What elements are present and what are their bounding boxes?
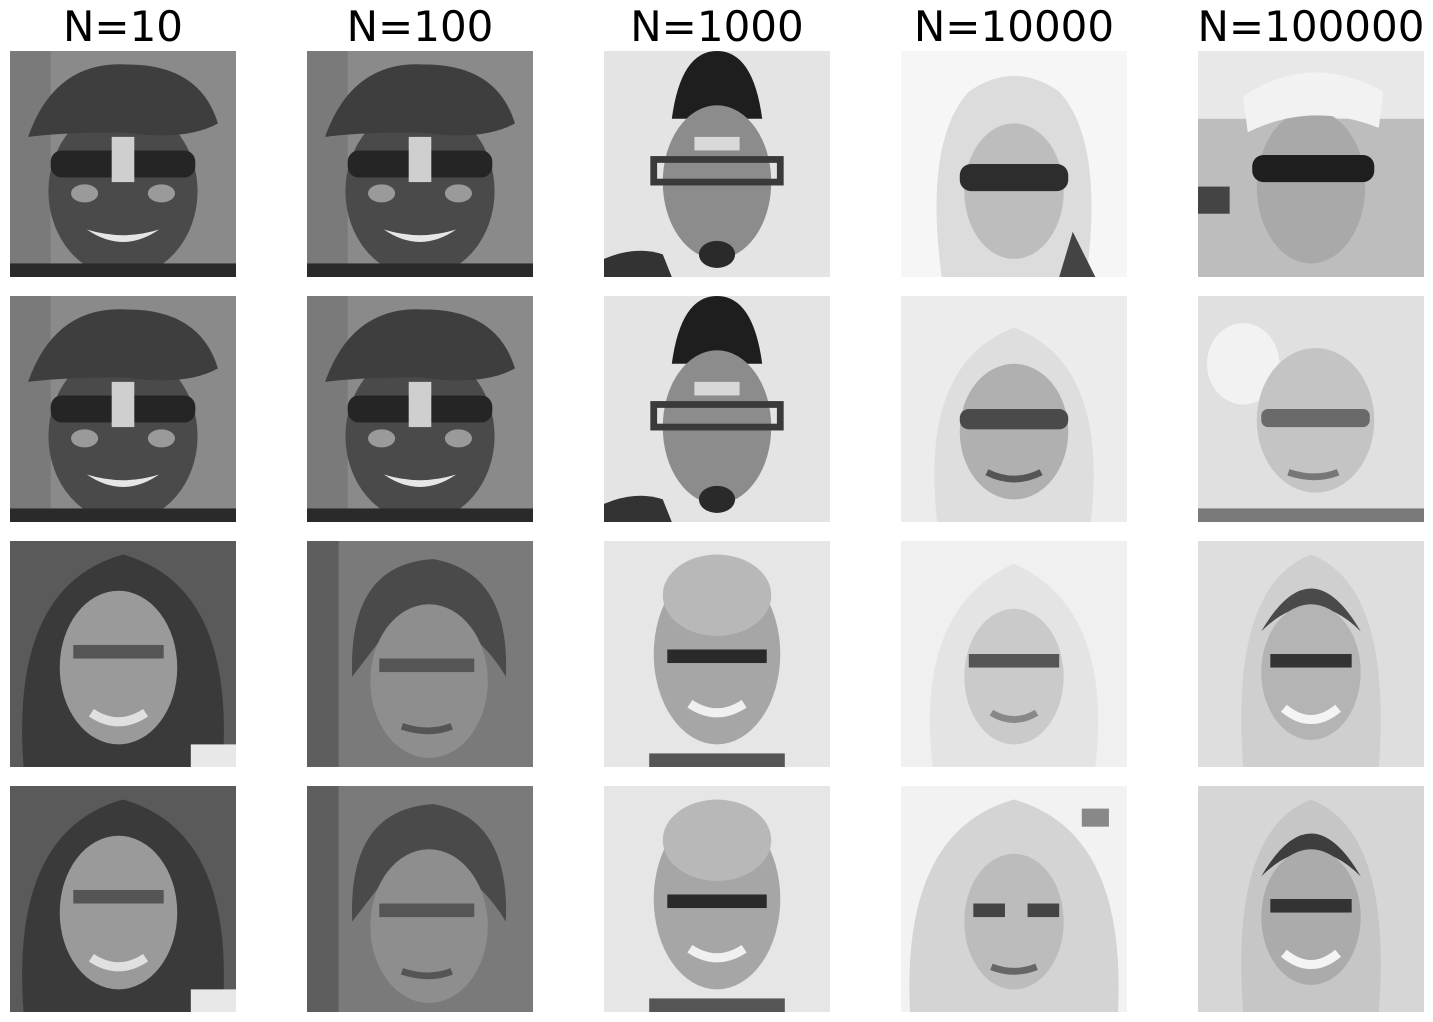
column-title-n100: N=100	[346, 2, 494, 51]
face-image	[1198, 541, 1424, 767]
face-image	[10, 541, 236, 767]
face-image	[10, 296, 236, 522]
face-image	[604, 541, 830, 767]
face-image	[901, 296, 1127, 522]
face-image	[901, 51, 1127, 277]
face-image	[10, 786, 236, 1012]
face-image	[1198, 296, 1424, 522]
column-title-n1000: N=1000	[630, 2, 804, 51]
face-image	[901, 786, 1127, 1012]
column-title-n10: N=10	[62, 2, 184, 51]
face-image	[604, 51, 830, 277]
face-image	[307, 296, 533, 522]
face-image	[307, 786, 533, 1012]
face-image	[10, 51, 236, 277]
face-image	[604, 296, 830, 522]
face-image	[307, 51, 533, 277]
column-title-n10000: N=10000	[913, 2, 1115, 51]
face-image	[604, 786, 830, 1012]
face-image	[307, 541, 533, 767]
face-image	[1198, 51, 1424, 277]
column-title-n100000: N=100000	[1197, 2, 1425, 51]
face-image	[901, 541, 1127, 767]
face-image	[1198, 786, 1424, 1012]
